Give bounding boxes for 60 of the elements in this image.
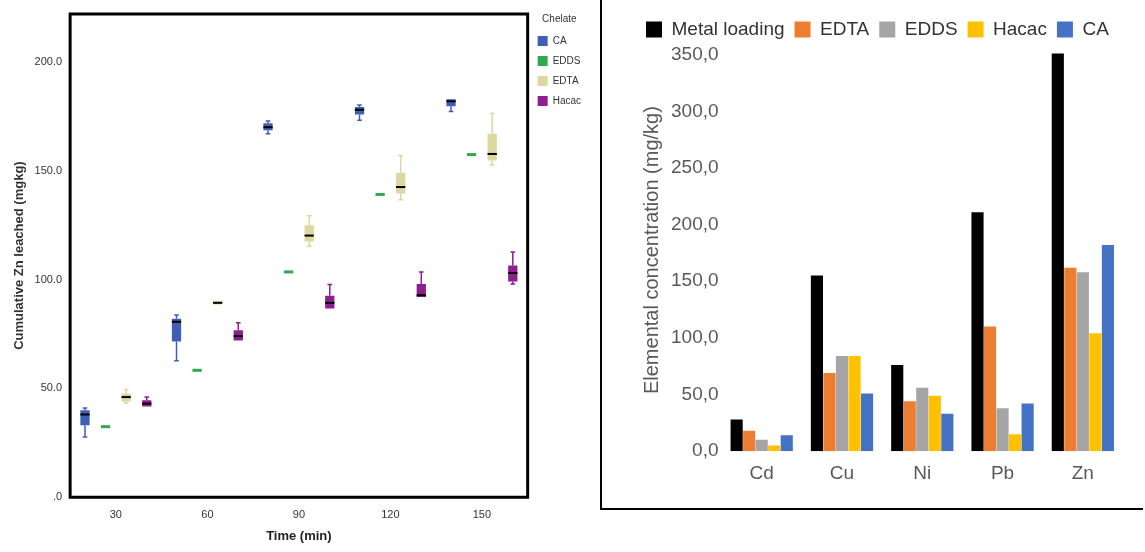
bar: [1089, 333, 1102, 452]
x-tick-label: Cu: [829, 461, 855, 483]
bar: [983, 326, 997, 452]
y-tick-label: 0,0: [692, 439, 719, 461]
bar: [743, 430, 756, 452]
x-tick-label: Ni: [913, 461, 932, 483]
bar: [810, 275, 824, 452]
x-tick-label: 120: [381, 507, 400, 520]
bar: [1051, 53, 1064, 452]
bar: [1009, 434, 1022, 452]
x-axis-title: Time (min): [266, 527, 332, 543]
bar: [835, 356, 849, 452]
bar: [891, 365, 904, 452]
y-tick-label: 100.0: [34, 272, 63, 285]
y-tick-label: 50.0: [40, 381, 63, 394]
bar: [848, 356, 861, 452]
bar: [755, 439, 768, 452]
bar: [730, 419, 743, 452]
bar: [1064, 267, 1077, 452]
x-tick-label: 150: [472, 507, 492, 520]
y-tick-label: 300,0: [671, 99, 719, 121]
bar: [1076, 272, 1089, 452]
y-tick-label: 50,0: [681, 382, 719, 404]
legend-title: Chelate: [542, 12, 577, 24]
x-tick-label: 90: [292, 507, 306, 520]
bar: [996, 408, 1009, 452]
legend-label: Hacac: [993, 17, 1047, 39]
y-tick-label: 150,0: [671, 269, 719, 291]
y-tick-label: .0: [52, 490, 63, 503]
legend-label: EDTA: [552, 74, 579, 86]
bar: [780, 435, 793, 452]
y-tick-label: 150.0: [34, 163, 63, 176]
y-tick-label: 350,0: [671, 42, 719, 64]
x-tick-label: 60: [201, 507, 214, 520]
y-axis-title: Cumulative Zn leached (mgkg): [11, 161, 27, 350]
legend-label: CA: [1082, 17, 1110, 39]
bar: [1021, 403, 1034, 452]
bar: [823, 373, 836, 452]
x-tick-label: Pb: [990, 461, 1015, 483]
y-tick-label: 200,0: [671, 212, 719, 234]
bar: [916, 387, 929, 452]
y-tick-label: 200.0: [34, 54, 63, 67]
bar: [903, 401, 916, 452]
x-tick-label: Cd: [749, 461, 774, 483]
x-tick-label: Zn: [1071, 461, 1094, 483]
bar: [928, 395, 941, 452]
y-axis-title: Elemental concentration (mg/kg): [639, 106, 662, 395]
y-tick-label: 250,0: [671, 156, 719, 178]
x-tick-label: 30: [109, 507, 122, 520]
legend-label: EDDS: [904, 17, 958, 39]
bar: [860, 393, 874, 452]
bar: [941, 413, 954, 452]
legend-label: EDTA: [820, 17, 870, 39]
legend-label: Metal loading: [671, 17, 785, 39]
legend-label: Hacac: [552, 94, 582, 106]
bar: [1101, 245, 1114, 452]
legend-label: EDDS: [552, 54, 581, 66]
legend-label: CA: [552, 34, 567, 46]
y-tick-label: 100,0: [671, 326, 719, 348]
bar: [971, 212, 984, 452]
